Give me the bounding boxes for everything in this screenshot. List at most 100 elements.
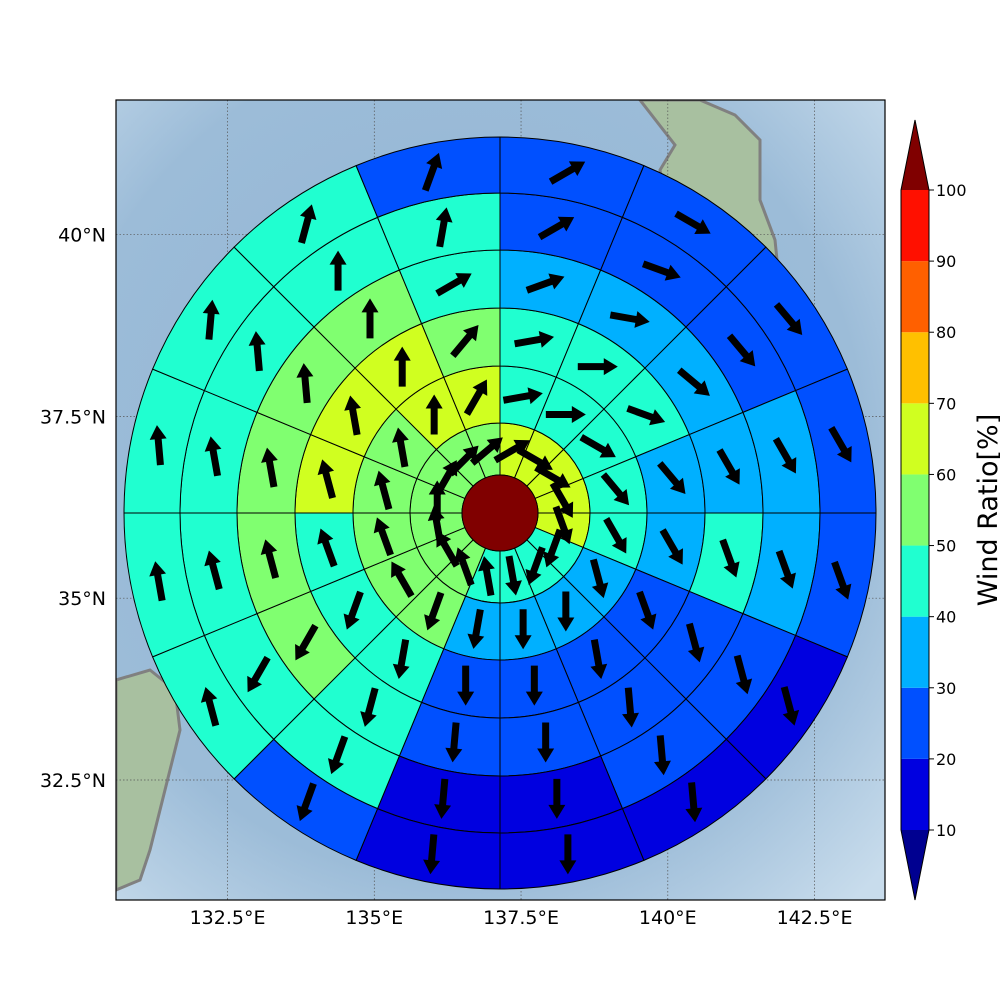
wind-arrow-shape — [590, 639, 608, 680]
wind-arrow-shape — [204, 436, 222, 477]
wind-arrow — [317, 528, 338, 568]
wind-arrow — [545, 405, 586, 423]
wind-arrow-shape — [467, 608, 485, 649]
wind-arrow — [296, 782, 317, 822]
wind-arrow — [773, 302, 803, 335]
wind-arrow-shape — [654, 735, 671, 776]
wind-arrow — [423, 834, 441, 875]
wind-arrow — [831, 560, 852, 600]
wind-arrow — [392, 639, 410, 680]
wind-arrow-shape — [726, 333, 756, 367]
wind-arrow-shape — [659, 528, 683, 565]
wind-arrow — [435, 273, 472, 297]
x-tick-label: 135°E — [345, 907, 403, 929]
wind-arrow — [548, 161, 586, 185]
wind-arrow — [626, 405, 666, 426]
wind-arrow-shape — [626, 405, 666, 426]
wind-arrow-shape — [525, 665, 543, 706]
wind-arrow — [579, 434, 616, 458]
wind-arrow — [674, 210, 711, 235]
wind-arrow-shape — [421, 152, 443, 192]
wind-arrow-shape — [328, 735, 349, 775]
wind-arrow-shape — [450, 325, 479, 358]
wind-arrow — [424, 591, 445, 631]
colorbar-bins — [900, 119, 930, 901]
wind-arrow-shape — [435, 207, 453, 248]
wind-arrow — [425, 394, 443, 435]
wind-arrow-shape — [344, 395, 361, 436]
wind-arrow — [537, 216, 575, 241]
wind-arrow — [589, 558, 609, 599]
wind-arrow — [343, 590, 364, 630]
colorbar-extend-under — [901, 830, 929, 900]
wind-arrow-shape — [685, 782, 703, 823]
wind-arrow — [676, 367, 710, 396]
wind-arrow-shape — [525, 546, 546, 586]
wind-arrow-shape — [423, 834, 441, 875]
wind-arrow — [204, 550, 223, 591]
wind-arrow — [654, 735, 671, 776]
wind-arrow-shape — [548, 778, 566, 819]
wind-arrow — [317, 459, 336, 499]
colorbar-tick-label: 10 — [936, 821, 956, 840]
wind-arrow-shape — [463, 379, 488, 416]
wind-arrow — [247, 655, 271, 693]
wind-arrow-shape — [204, 550, 223, 591]
wind-arrow-shape — [202, 299, 220, 340]
wind-arrow — [295, 623, 319, 661]
x-tick-label: 140°E — [639, 907, 697, 929]
wind-arrow-shape — [773, 302, 803, 335]
wind-arrow-shape — [469, 437, 503, 466]
wind-arrow-shape — [391, 561, 415, 598]
wind-arrow-shape — [260, 539, 280, 579]
wind-arrow — [421, 152, 443, 192]
wind-arrow — [328, 735, 349, 775]
wind-arrow-shape — [493, 439, 530, 464]
colorbar-tick-label: 90 — [936, 252, 956, 271]
wind-arrow-shape — [516, 446, 553, 471]
colorbar-tick-label: 100 — [936, 181, 967, 200]
wind-arrow — [516, 446, 553, 471]
wind-arrow — [493, 439, 530, 464]
wind-arrow-shape — [435, 273, 472, 297]
wind-arrow — [202, 299, 220, 340]
wind-arrow — [329, 250, 347, 291]
colorbar-bin — [901, 687, 929, 759]
colorbar-tick-label: 50 — [936, 537, 956, 556]
wind-arrow — [600, 472, 630, 506]
wind-arrow-shape — [424, 591, 445, 631]
wind-arrow — [590, 639, 608, 680]
wind-arrow-shape — [543, 528, 564, 568]
wind-arrow-shape — [505, 555, 522, 596]
wind-arrow — [716, 448, 740, 485]
wind-arrow-shape — [557, 591, 575, 632]
wind-arrow-shape — [317, 528, 338, 568]
wind-arrow — [636, 590, 657, 630]
wind-arrow — [609, 311, 650, 328]
colorbar-bin — [901, 190, 929, 262]
wind-arrow — [659, 528, 683, 565]
wind-arrow — [686, 622, 705, 663]
colorbar-extend-over — [901, 120, 929, 190]
wind-arrow — [450, 325, 479, 358]
wind-arrow — [505, 555, 522, 596]
wind-arrow — [149, 561, 167, 602]
wind-arrow — [577, 358, 618, 376]
wind-arrow-shape — [780, 686, 800, 726]
wind-arrow-shape — [261, 447, 278, 488]
wind-arrow-shape — [393, 346, 411, 387]
wind-arrow-shape — [200, 687, 220, 727]
wind-arrow-shape — [603, 517, 627, 554]
wind-arrow — [204, 436, 222, 477]
y-tick-label: 37.5°N — [40, 406, 106, 428]
wind-arrow-shape — [828, 426, 852, 463]
x-tick-label: 142.5°E — [777, 907, 853, 929]
y-axis-ticks: 40°N 37.5°N 35°N 32.5°N — [40, 225, 106, 792]
colorbar-tick-label: 80 — [936, 323, 956, 342]
wind-arrow — [780, 686, 800, 726]
wind-arrow-shape — [425, 394, 443, 435]
wind-arrow-shape — [445, 722, 463, 763]
wind-arrow — [641, 260, 681, 281]
wind-arrow — [514, 609, 532, 650]
